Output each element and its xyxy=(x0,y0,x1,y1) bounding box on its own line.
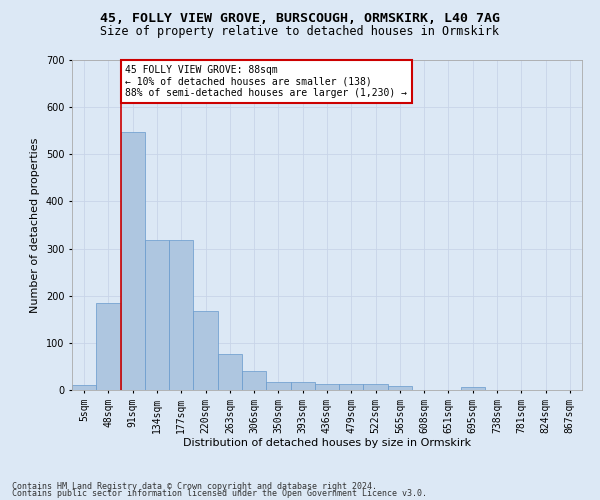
Bar xyxy=(96,303,121,390)
Bar xyxy=(169,240,193,390)
Bar xyxy=(72,386,96,390)
Text: 45, FOLLY VIEW GROVE, BURSCOUGH, ORMSKIRK, L40 7AG: 45, FOLLY VIEW GROVE, BURSCOUGH, ORMSKIR… xyxy=(100,12,500,26)
Bar xyxy=(218,354,242,390)
Bar xyxy=(315,384,339,390)
Bar xyxy=(193,311,218,390)
Bar xyxy=(266,382,290,390)
Bar xyxy=(145,240,169,390)
Bar xyxy=(461,386,485,390)
Text: Size of property relative to detached houses in Ormskirk: Size of property relative to detached ho… xyxy=(101,25,499,38)
Text: 45 FOLLY VIEW GROVE: 88sqm
← 10% of detached houses are smaller (138)
88% of sem: 45 FOLLY VIEW GROVE: 88sqm ← 10% of deta… xyxy=(125,64,407,98)
Bar xyxy=(290,382,315,390)
Y-axis label: Number of detached properties: Number of detached properties xyxy=(31,138,40,312)
Bar xyxy=(242,371,266,390)
Bar xyxy=(364,384,388,390)
Bar xyxy=(388,386,412,390)
Bar xyxy=(339,384,364,390)
Text: Contains HM Land Registry data © Crown copyright and database right 2024.: Contains HM Land Registry data © Crown c… xyxy=(12,482,377,491)
Text: Contains public sector information licensed under the Open Government Licence v3: Contains public sector information licen… xyxy=(12,489,427,498)
Bar xyxy=(121,132,145,390)
X-axis label: Distribution of detached houses by size in Ormskirk: Distribution of detached houses by size … xyxy=(183,438,471,448)
